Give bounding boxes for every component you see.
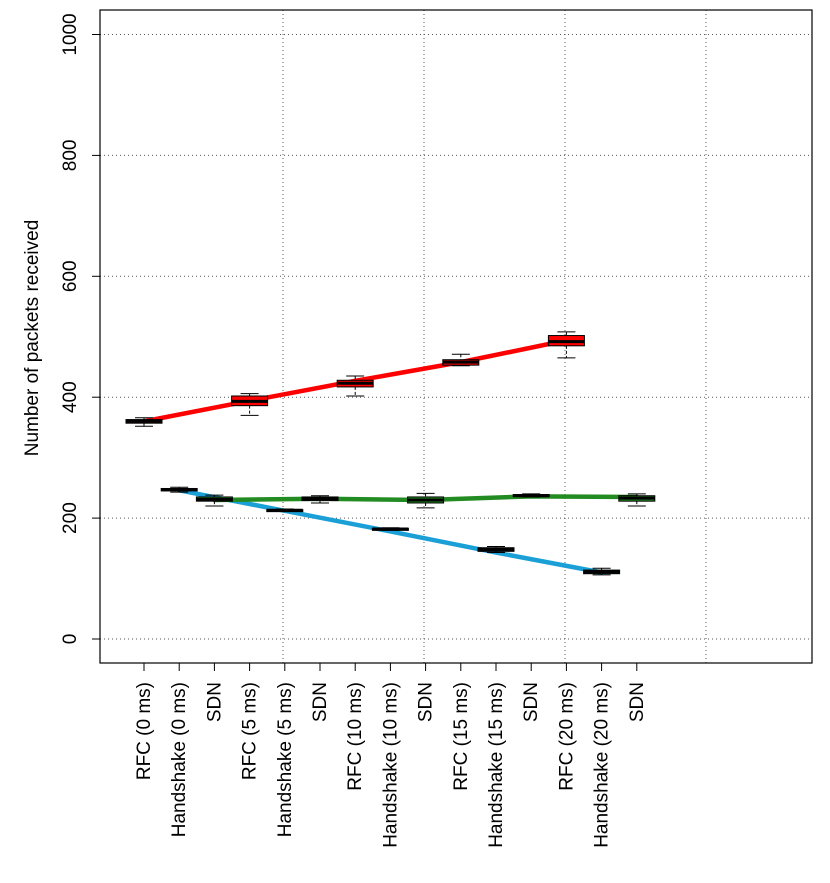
x-tick-label: RFC (5 ms) — [240, 682, 261, 780]
y-axis-label: Number of packets received — [22, 220, 43, 457]
box-2 — [195, 494, 233, 507]
grid-layer — [100, 10, 812, 663]
y-tick-label: 600 — [60, 260, 81, 292]
trend-lines-layer — [141, 338, 640, 575]
x-tick-label: Handshake (20 ms) — [592, 682, 613, 848]
plot-frame — [99, 9, 813, 664]
box-1 — [160, 486, 198, 493]
x-tick-label: SDN — [204, 682, 225, 722]
axes-layer: 0 200 400 600 800 1000 RFC (0 ms) Handshake (0 … — [60, 9, 813, 848]
y-tick-label: 800 — [60, 140, 81, 172]
box-13 — [583, 567, 621, 576]
x-tick-label: SDN — [627, 682, 648, 722]
x-tick-label: SDN — [416, 682, 437, 722]
box-11 — [512, 493, 550, 498]
box-8 — [407, 492, 445, 509]
y-tick-label: 400 — [60, 381, 81, 413]
box-9 — [442, 353, 480, 367]
x-tick-label: Handshake (15 ms) — [486, 682, 507, 848]
x-tick-label: Handshake (5 ms) — [275, 682, 296, 837]
x-tick-label: Handshake (10 ms) — [380, 682, 401, 848]
box-12 — [547, 331, 585, 359]
box-6 — [336, 375, 374, 397]
x-tick-label: SDN — [310, 682, 331, 722]
x-tick-label: RFC (10 ms) — [345, 682, 366, 791]
x-tick-label: SDN — [521, 682, 542, 722]
y-tick-label: 1000 — [60, 13, 81, 55]
box-3 — [231, 393, 269, 416]
x-tick-label: RFC (20 ms) — [556, 682, 577, 791]
box-14 — [618, 493, 656, 507]
trend-line-handshake — [176, 488, 604, 575]
box-0 — [125, 417, 163, 427]
box-4 — [266, 508, 304, 513]
box-10 — [477, 546, 515, 554]
boxes-layer — [125, 331, 656, 576]
y-tick-label: 0 — [60, 634, 81, 645]
box-7 — [371, 527, 409, 531]
y-tick-label: 200 — [60, 502, 81, 534]
box-5 — [301, 495, 339, 504]
x-tick-label: RFC (15 ms) — [451, 682, 472, 791]
x-tick-label: Handshake (0 ms) — [169, 682, 190, 837]
x-tick-label: RFC (0 ms) — [134, 682, 155, 780]
